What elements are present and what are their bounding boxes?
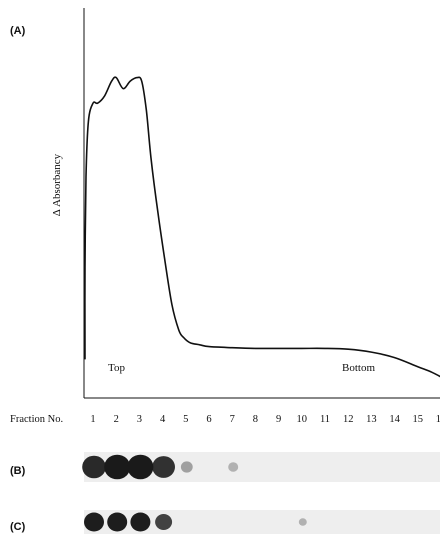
blot-spot-c-10 (298, 518, 307, 526)
blot-spot-b-1 (82, 455, 106, 479)
fraction-tick-2: 2 (114, 414, 119, 425)
x-axis-label: Fraction No. (10, 414, 63, 425)
blot-spot-c-1 (84, 512, 104, 532)
fraction-tick-7: 7 (230, 414, 235, 425)
y-axis-label: Δ Absorbancy (51, 153, 63, 216)
blot-spot-b-5 (180, 461, 193, 473)
fraction-tick-3: 3 (137, 414, 142, 425)
fraction-tick-15: 15 (413, 414, 424, 425)
blot-spot-b-4 (152, 456, 176, 478)
fraction-tick-8: 8 (253, 414, 258, 425)
fraction-tick-4: 4 (160, 414, 166, 425)
panel-label-a: (A) (10, 25, 26, 37)
fraction-tick-6: 6 (206, 414, 211, 425)
blot-spot-b-2 (104, 454, 131, 480)
blot-spot-c-3 (130, 512, 151, 532)
blot-spot-c-4 (155, 514, 173, 530)
fraction-tick-16: 16 (436, 414, 440, 425)
fraction-tick-5: 5 (183, 414, 188, 425)
absorbance-series-line (84, 76, 440, 378)
blot-spot-b-3 (127, 454, 154, 480)
panel-label-c: (C) (10, 521, 26, 533)
fraction-tick-14: 14 (389, 414, 400, 425)
fraction-tick-labels: 12345678910111213141516 (90, 414, 440, 425)
fraction-tick-12: 12 (343, 414, 354, 425)
fraction-tick-9: 9 (276, 414, 281, 425)
blot-spots-c (84, 512, 307, 532)
blot-spot-c-2 (107, 512, 128, 532)
blot-spots-b (82, 454, 239, 480)
fraction-tick-10: 10 (297, 414, 308, 425)
blot-spot-b-7 (228, 462, 239, 472)
fraction-tick-13: 13 (366, 414, 377, 425)
panel-label-b: (B) (10, 465, 26, 477)
fraction-tick-11: 11 (320, 414, 330, 425)
annotation-bottom: Bottom (342, 362, 375, 374)
fraction-tick-1: 1 (90, 414, 95, 425)
annotation-top: Top (108, 362, 125, 374)
